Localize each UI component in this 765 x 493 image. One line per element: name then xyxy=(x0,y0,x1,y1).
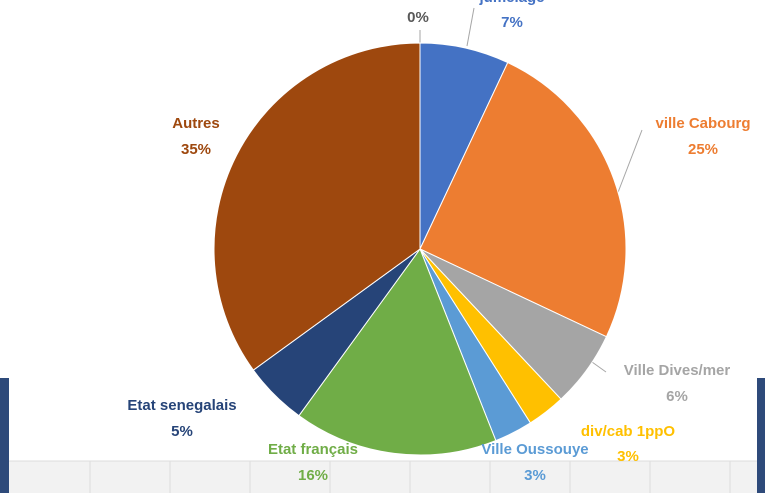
slice-value-label: 16% xyxy=(298,467,328,484)
pie-slice xyxy=(419,61,627,338)
slice-label: ville Cabourg xyxy=(655,115,750,132)
window-edge xyxy=(0,378,9,493)
sheet-lines xyxy=(9,460,757,493)
slice-label: div/cab 1ppO xyxy=(581,423,676,440)
slice-label: Autres xyxy=(172,115,220,132)
leader-lines xyxy=(419,7,643,373)
slice-value-label: 0% xyxy=(407,9,429,26)
slice-value-label: 35% xyxy=(181,141,211,158)
slice-value-label: 6% xyxy=(666,388,688,405)
slice-label: Ville Dives/mer xyxy=(624,362,731,379)
slice-value-label: 25% xyxy=(688,141,718,158)
pie-slice xyxy=(213,42,421,371)
slice-label: Etat senegalais xyxy=(127,397,236,414)
slice-value-label: 3% xyxy=(524,467,546,484)
slice-value-label: 7% xyxy=(501,14,523,31)
slice-label: Etat français xyxy=(268,441,358,458)
sheet-grid xyxy=(9,461,757,493)
pie-slice xyxy=(298,247,497,456)
slice-label: jumelage xyxy=(478,0,544,6)
window-edge xyxy=(757,378,765,493)
slice-value-label: 3% xyxy=(617,448,639,465)
slice-label: Ville Oussouye xyxy=(481,441,588,458)
slice-value-label: 5% xyxy=(171,423,193,440)
